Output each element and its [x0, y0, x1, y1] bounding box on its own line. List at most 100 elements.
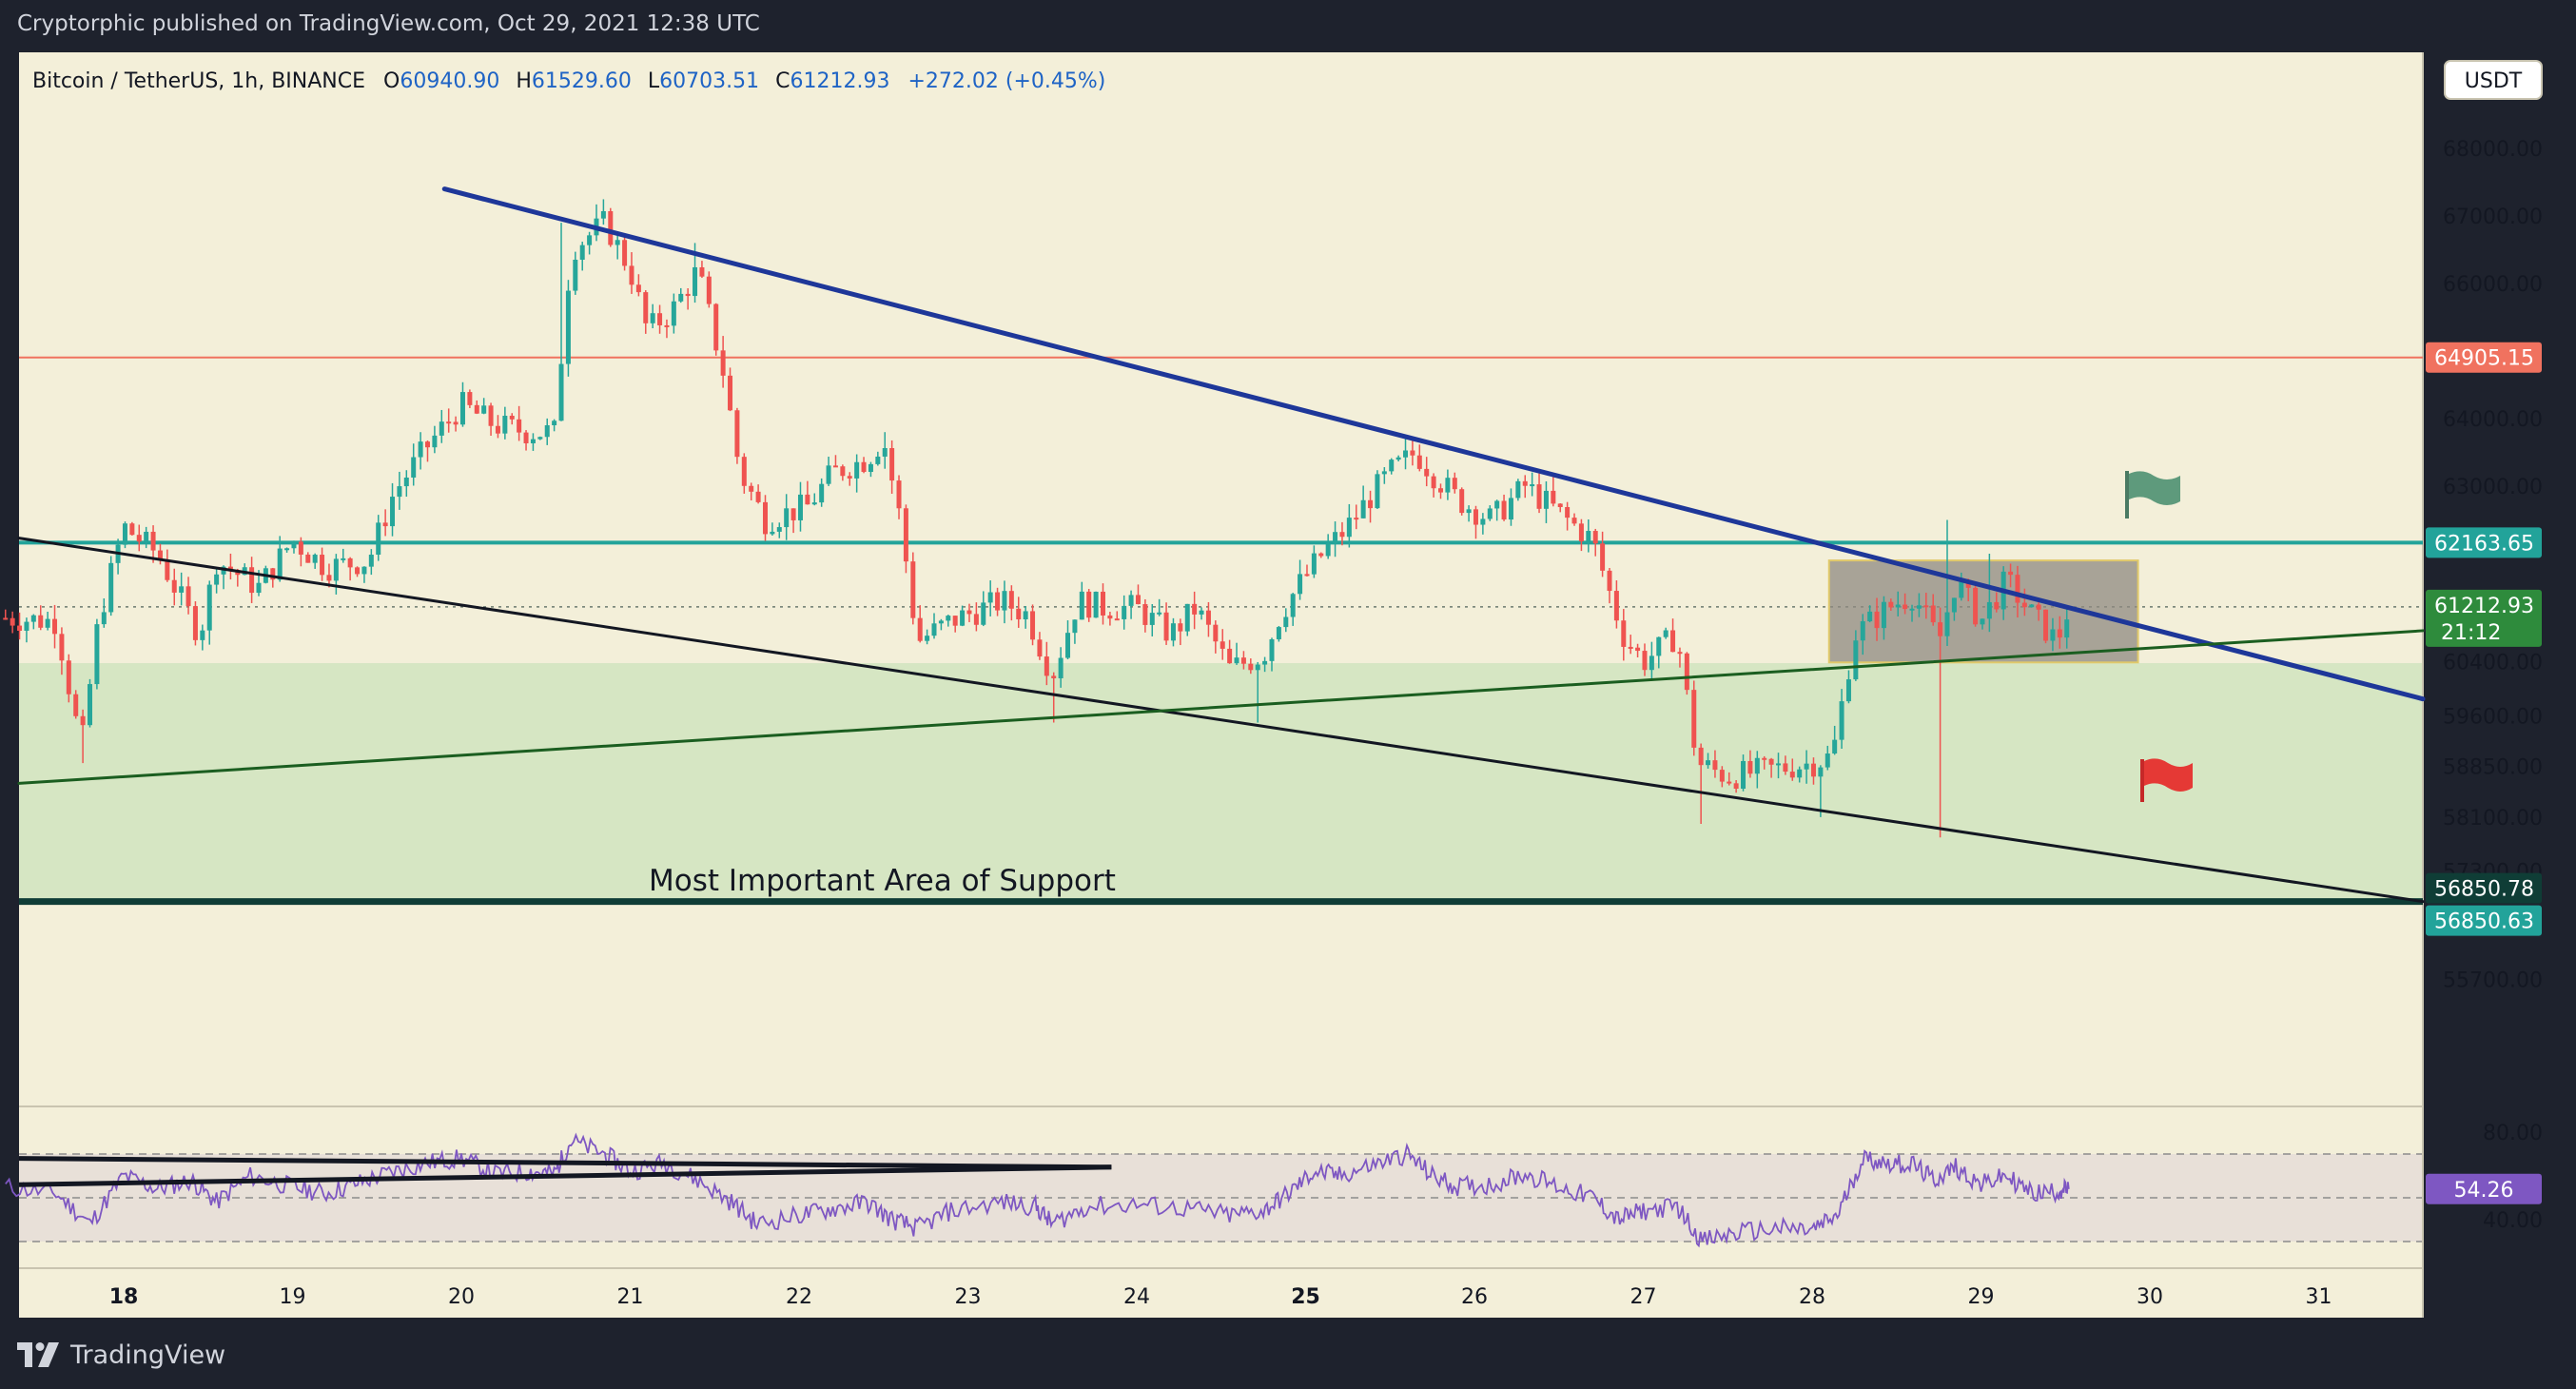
candle-body	[1592, 531, 1598, 544]
price-tag	[2426, 872, 2542, 904]
candle-body	[249, 567, 255, 594]
candle-body	[643, 292, 649, 323]
symbol-legend: Bitcoin / TetherUS, 1h, BINANCE O60940.9…	[32, 69, 1105, 93]
candle-body	[600, 210, 606, 219]
candle-body	[30, 615, 36, 622]
candle-body	[987, 592, 993, 603]
candle-body	[1501, 500, 1507, 520]
candle-body	[1783, 763, 1788, 773]
candle-body	[1551, 490, 1556, 504]
symbol-title: Bitcoin / TetherUS, 1h, BINANCE	[32, 69, 365, 93]
price-tag	[2426, 589, 2542, 647]
brand-footer[interactable]: TradingView	[17, 1338, 225, 1372]
red-flag-icon	[2140, 758, 2193, 802]
candle-body	[882, 448, 888, 457]
candle-body	[1325, 543, 1331, 557]
candle-body	[685, 293, 691, 297]
candle-body	[558, 363, 564, 421]
candle-body	[1810, 763, 1816, 777]
candle-body	[1311, 553, 1317, 575]
time-axis[interactable]: 18 19 20 21 22 23 24 25 26 27 28 29 30 31	[109, 1285, 2332, 1309]
candle-body	[2057, 629, 2062, 638]
candle-body	[790, 508, 796, 520]
candle-body	[418, 441, 423, 458]
price-tick: 68000.00	[2443, 138, 2543, 162]
candle-body	[966, 610, 972, 615]
candle-body	[1804, 763, 1809, 770]
candle-body	[256, 582, 262, 594]
candle-body	[797, 494, 803, 520]
candle-body	[1973, 587, 1979, 625]
candle-body	[2050, 629, 2056, 641]
candle-body	[544, 424, 550, 438]
candle-body	[165, 560, 170, 580]
candle-body	[1072, 619, 1078, 634]
candle-body	[1903, 604, 1908, 610]
candle-body	[66, 660, 71, 694]
high-value: 61529.60	[532, 69, 632, 93]
candle-body	[1994, 601, 2000, 610]
candle-body	[1867, 611, 1873, 622]
time-tick: 28	[1799, 1285, 1825, 1309]
candle-body	[52, 618, 58, 635]
candle-body	[129, 523, 135, 536]
candle-body	[925, 636, 930, 641]
candle-body	[537, 437, 543, 440]
candle-body	[1431, 476, 1436, 489]
price-tick: 66000.00	[2443, 273, 2543, 297]
rsi-indicator	[5, 1132, 2070, 1248]
candle-body	[80, 715, 86, 726]
candle-body	[811, 502, 817, 505]
close-value: 61212.93	[790, 69, 889, 93]
time-tick: 29	[1968, 1285, 1995, 1309]
candle-body	[291, 541, 297, 549]
candle-body	[1839, 701, 1844, 740]
candle-body	[1698, 747, 1704, 766]
candle-body	[1727, 781, 1732, 784]
candle-body	[1416, 455, 1422, 469]
time-tick: 31	[2306, 1285, 2332, 1309]
candle-body	[1543, 490, 1549, 509]
candle-body	[552, 421, 557, 425]
change-value: +272.02 (+0.45%)	[907, 69, 1105, 93]
price-tick: 59600.00	[2443, 705, 2543, 729]
candle-body	[1283, 616, 1289, 628]
candle-body	[1142, 604, 1148, 625]
candle-body	[459, 392, 465, 425]
candle-body	[59, 634, 65, 661]
candle-body	[467, 392, 473, 405]
candle-body	[1508, 498, 1513, 520]
candle-body	[960, 610, 966, 626]
price-tick: 63000.00	[2443, 476, 2543, 499]
candle-body	[1930, 605, 1936, 623]
price-axis[interactable]: 68000.00 67000.00 66000.00 64000.00 63000.00…	[2443, 138, 2543, 1233]
candle-body	[1712, 760, 1718, 771]
candle-body	[298, 541, 303, 555]
candle-body	[706, 276, 712, 304]
candle-body	[411, 457, 417, 478]
candle-body	[1445, 478, 1451, 493]
currency-button[interactable]: USDT	[2444, 60, 2543, 100]
candle-body	[1776, 763, 1781, 766]
candle-body	[1487, 508, 1493, 519]
candle-body	[889, 448, 895, 481]
candle-body	[1621, 620, 1627, 647]
candle-body	[1213, 624, 1219, 642]
candle-body	[1944, 612, 1950, 636]
candle-body	[150, 531, 156, 551]
candle-body	[1719, 770, 1725, 782]
candle-body	[1339, 532, 1345, 538]
candle-body	[2029, 604, 2035, 608]
rsi-tick: 40.00	[2483, 1209, 2543, 1233]
candle-body	[1845, 679, 1851, 702]
candle-body	[847, 476, 852, 479]
candle-body	[776, 527, 782, 532]
candle-body	[305, 554, 311, 563]
candle-body	[171, 579, 177, 593]
countdown-label: 21:12	[2441, 621, 2501, 645]
trendlines[interactable]	[17, 186, 2426, 904]
candle-body	[832, 465, 838, 468]
price-tags: 64905.15 62163.65 61212.93 21:12 56850.78 568…	[2426, 342, 2542, 1204]
candle-body	[713, 303, 719, 351]
